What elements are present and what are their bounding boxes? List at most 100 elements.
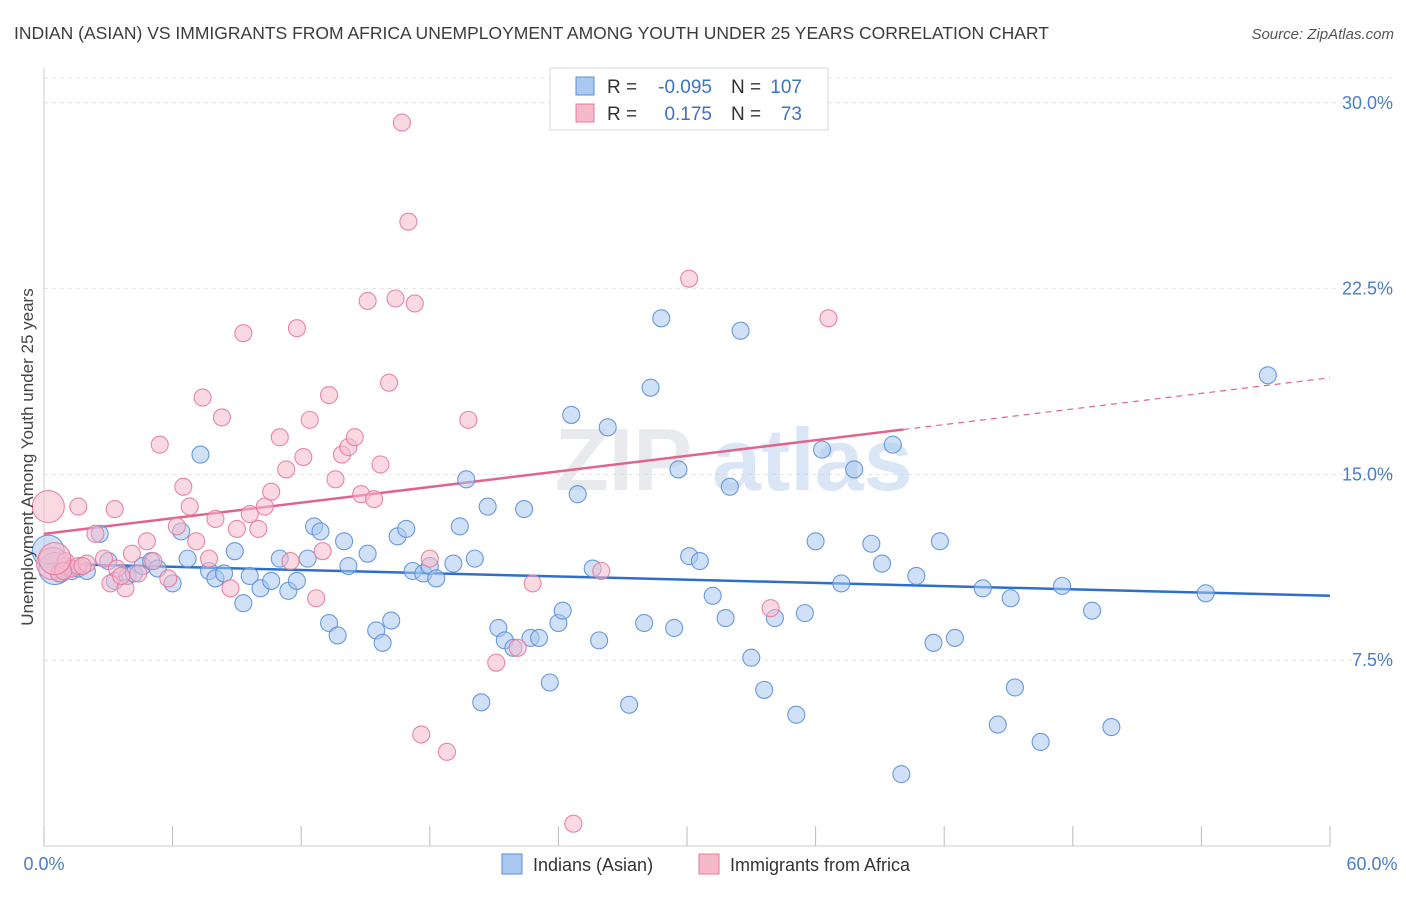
y-tick-label-3: 30.0% — [1342, 93, 1393, 113]
point-indians-asian-63 — [568, 485, 587, 504]
point-indians-asian-100 — [1031, 732, 1050, 751]
point-indians-asian-42 — [397, 519, 416, 538]
point-immigrants-africa-51 — [392, 113, 411, 132]
point-indians-asian-97 — [988, 715, 1007, 734]
point-immigrants-africa-49 — [380, 373, 399, 392]
point-immigrants-africa-21 — [193, 388, 212, 407]
chart-title: INDIAN (ASIAN) VS IMMIGRANTS FROM AFRICA… — [14, 23, 1049, 43]
point-immigrants-africa-66 — [31, 490, 65, 524]
point-indians-asian-32 — [311, 522, 330, 541]
bottom-legend-swatch-blue — [501, 853, 523, 875]
point-immigrants-africa-12 — [129, 564, 148, 583]
point-indians-asian-68 — [635, 613, 654, 633]
legend-top-box — [549, 67, 829, 131]
x-tick-label-min: 0.0% — [23, 854, 64, 874]
point-immigrants-africa-20 — [187, 532, 206, 551]
point-indians-asian-52 — [478, 497, 497, 516]
point-immigrants-africa-28 — [240, 504, 259, 524]
legend-bottom: Indians (Asian) Immigrants from Africa — [501, 853, 911, 875]
point-immigrants-africa-7 — [94, 549, 114, 568]
point-immigrants-africa-36 — [294, 447, 313, 467]
point-indians-asian-59 — [540, 673, 559, 692]
point-immigrants-africa-35 — [287, 319, 306, 338]
point-immigrants-africa-11 — [122, 544, 141, 563]
point-indians-asian-46 — [427, 569, 446, 588]
point-immigrants-africa-40 — [320, 386, 339, 405]
point-indians-asian-74 — [690, 552, 709, 571]
point-indians-asian-90 — [883, 435, 902, 454]
point-indians-asian-104 — [1196, 584, 1215, 603]
point-indians-asian-30 — [298, 549, 317, 568]
chart-source: Source: ZipAtlas.com — [1251, 26, 1394, 43]
legend-n-value-1: 107 — [770, 77, 802, 98]
point-indians-asian-89 — [872, 554, 892, 573]
point-indians-asian-92 — [907, 566, 926, 586]
legend-n-label-1: N = — [731, 77, 761, 98]
point-indians-asian-94 — [930, 532, 949, 551]
point-immigrants-africa-70 — [73, 557, 92, 576]
point-indians-asian-29 — [287, 571, 306, 590]
x-tick-label-max: 60.0% — [1346, 854, 1397, 874]
point-immigrants-africa-44 — [345, 428, 364, 447]
point-immigrants-africa-17 — [167, 517, 186, 536]
point-indians-asian-86 — [832, 574, 851, 593]
legend-r-label-2: R = — [607, 104, 637, 125]
point-indians-asian-84 — [806, 532, 825, 551]
point-immigrants-africa-41 — [326, 470, 345, 489]
point-indians-asian-103 — [1102, 718, 1121, 737]
point-immigrants-africa-63 — [680, 269, 699, 288]
point-indians-asian-102 — [1083, 601, 1102, 620]
point-immigrants-africa-56 — [437, 742, 456, 761]
point-indians-asian-67 — [620, 695, 639, 714]
legend-top: R = -0.095 N = 107 R = 0.175 N = 73 — [549, 67, 829, 131]
point-immigrants-africa-50 — [386, 289, 405, 308]
point-indians-asian-75 — [703, 586, 722, 605]
bottom-legend-swatch-pink — [698, 853, 720, 875]
point-indians-asian-22 — [225, 542, 244, 561]
legend-n-value-2: 73 — [781, 104, 802, 125]
point-immigrants-africa-25 — [221, 579, 240, 598]
point-immigrants-africa-55 — [420, 549, 439, 568]
point-indians-asian-69 — [641, 378, 660, 397]
point-immigrants-africa-59 — [508, 638, 527, 657]
point-indians-asian-26 — [262, 571, 281, 590]
point-immigrants-africa-33 — [277, 460, 296, 479]
point-indians-asian-98 — [1001, 589, 1020, 608]
point-immigrants-africa-13 — [137, 532, 156, 551]
point-indians-asian-105 — [1258, 366, 1277, 385]
point-immigrants-africa-47 — [365, 490, 384, 509]
point-indians-asian-66 — [598, 418, 617, 437]
legend-r-label-1: R = — [607, 77, 637, 98]
point-immigrants-africa-15 — [150, 435, 169, 454]
point-indians-asian-23 — [234, 594, 253, 613]
bottom-legend-label-blue: Indians (Asian) — [533, 855, 653, 875]
point-indians-asian-93 — [924, 633, 943, 652]
trend-line-indians-asian — [43, 562, 1331, 598]
point-immigrants-africa-31 — [262, 482, 281, 501]
y-tick-label-2: 22.5% — [1342, 279, 1393, 299]
point-immigrants-africa-24 — [212, 408, 231, 427]
point-immigrants-africa-39 — [313, 542, 332, 561]
point-immigrants-africa-48 — [371, 455, 390, 474]
point-immigrants-africa-61 — [564, 814, 583, 833]
point-immigrants-africa-71 — [38, 542, 72, 576]
point-indians-asian-70 — [652, 309, 671, 328]
point-indians-asian-24 — [240, 566, 259, 586]
point-immigrants-africa-62 — [592, 561, 611, 581]
bottom-legend-label-pink: Immigrants from Africa — [730, 855, 911, 875]
point-indians-asian-88 — [862, 534, 881, 553]
point-indians-asian-37 — [358, 544, 377, 563]
point-immigrants-africa-29 — [249, 519, 268, 538]
legend-r-value-2: 0.175 — [664, 104, 712, 125]
point-immigrants-africa-14 — [144, 552, 163, 571]
point-indians-asian-33 — [320, 613, 339, 633]
point-immigrants-africa-27 — [234, 324, 253, 343]
point-immigrants-africa-57 — [459, 410, 478, 429]
point-indians-asian-101 — [1053, 576, 1072, 595]
point-immigrants-africa-46 — [358, 291, 377, 311]
point-indians-asian-71 — [665, 618, 684, 638]
point-immigrants-africa-54 — [412, 725, 431, 744]
point-immigrants-africa-6 — [86, 524, 105, 543]
point-indians-asian-80 — [755, 680, 774, 699]
